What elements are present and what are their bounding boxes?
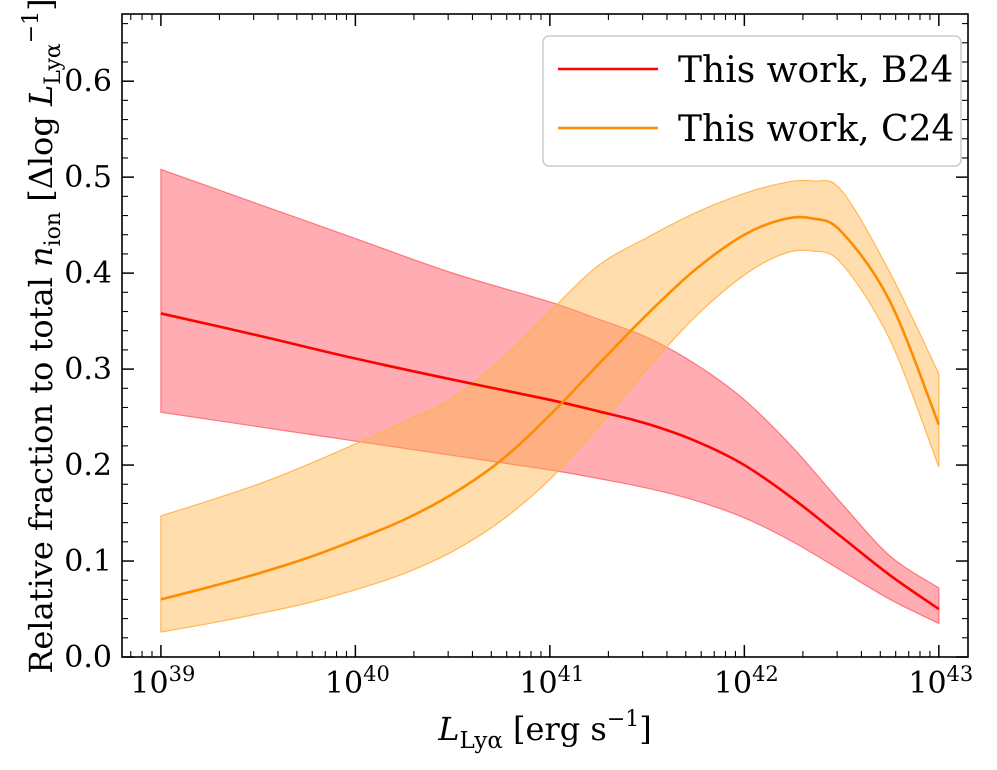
series-lines — [160, 215, 941, 611]
y-tick-label: 0.2 — [64, 448, 112, 483]
legend: This work, B24 This work, C24 — [542, 35, 962, 167]
y-axis-label: Relative fraction to total nion [Δlog LL… — [19, 0, 66, 674]
x-tick-label: 1043 — [908, 662, 973, 701]
y-tick-label: 0.0 — [64, 640, 112, 675]
x-axis-label: LLyα [erg s−1] — [437, 707, 652, 754]
uncertainty-bands — [160, 168, 940, 633]
y-tick-label: 0.5 — [64, 160, 112, 195]
y-tick-label: 0.6 — [64, 64, 112, 99]
median-line-b24 — [160, 312, 940, 611]
band-b24 — [160, 168, 940, 625]
band-c24 — [160, 179, 940, 633]
y-tick-label: 0.1 — [64, 544, 112, 579]
median-line-c24 — [160, 215, 941, 601]
y-tick-label: 0.3 — [64, 352, 112, 387]
legend-label-b24: This work, B24 — [678, 50, 953, 91]
x-tick-label: 1039 — [130, 662, 195, 701]
tick-labels: 0.0 0.1 0.2 0.3 0.4 0.5 0.6 1039 1040 1041 1042 104… — [64, 64, 973, 701]
x-tick-label: 1040 — [325, 662, 390, 701]
plot-frame — [121, 13, 969, 658]
y-tick-label: 0.4 — [64, 256, 112, 291]
legend-label-c24: This work, C24 — [678, 109, 954, 150]
axis-ticks — [122, 14, 968, 658]
x-tick-label: 1042 — [714, 662, 779, 701]
x-tick-label: 1041 — [519, 662, 584, 701]
